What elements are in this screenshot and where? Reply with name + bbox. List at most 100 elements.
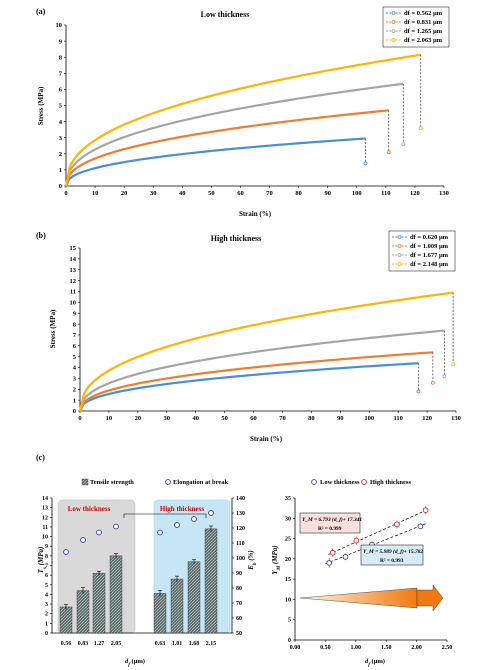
fit-box-low xyxy=(360,544,424,566)
data-point-0 xyxy=(417,523,424,530)
series-break-marker-2 xyxy=(442,374,447,379)
y-tick-label: 25 xyxy=(285,537,291,543)
panel-c-xlabel: df (μm) xyxy=(125,658,145,668)
x-tick-label: 30 xyxy=(164,415,171,422)
legend-label-0: df = 0.620 μm xyxy=(410,234,449,241)
legend-marker-3 xyxy=(391,38,396,42)
x-tick-label: 50 xyxy=(208,190,215,197)
elongation-point xyxy=(96,529,102,536)
left-tick-label: 8 xyxy=(45,554,48,560)
x-tick-label: 1.00 xyxy=(351,645,362,651)
gradient-triangle xyxy=(299,587,418,609)
panel-a-axes: 0 10 20 30 40 50 60 70 80 90 100 110 120 130 0 1 2 3 4 5 6 7 8… xyxy=(56,6,450,197)
panel-c-ylabel-right: Eb (%) xyxy=(247,550,258,570)
elongation-point xyxy=(63,549,69,555)
y-tick-label: 0 xyxy=(59,183,62,190)
right-tick-label: 140 xyxy=(236,496,245,502)
x-tick-label: 0.00 xyxy=(290,645,301,651)
x-tick-label: 2.00 xyxy=(411,645,422,651)
data-point-1 xyxy=(329,549,336,556)
legend-marker-0 xyxy=(397,235,402,239)
series-curve-2 xyxy=(64,82,404,187)
x-tick-label: 0.56 xyxy=(61,641,72,647)
fit-line-1 xyxy=(328,510,426,555)
x-tick-label: 70 xyxy=(266,190,273,197)
right-tick-label: 130 xyxy=(236,511,245,517)
left-tick-label: 2 xyxy=(45,612,48,618)
legend-marker-1 xyxy=(391,20,396,24)
x-tick-label: 90 xyxy=(324,190,331,197)
y-tick-label: 14 xyxy=(70,256,77,263)
panel-a-ylabel: Stress (MPa) xyxy=(37,86,45,125)
panel-b-axes: 0 10 20 30 40 50 60 70 80 90 100 110 120 130012345678… xyxy=(70,230,461,422)
x-tick-label: 60 xyxy=(250,415,257,422)
legend-label-1: df = 1.009 μm xyxy=(410,243,449,250)
right-tick-label: 100 xyxy=(236,556,245,562)
tensile-bar xyxy=(109,555,123,634)
panel-b-label: (b) xyxy=(36,231,46,240)
y-tick-label: 5 xyxy=(59,103,63,110)
data-point-1 xyxy=(394,521,400,528)
left-tick-label: 6 xyxy=(45,573,48,579)
y-tick-label: 6 xyxy=(59,87,63,94)
right-tick-label: 60 xyxy=(236,616,242,622)
left-tick-label: 12 xyxy=(42,515,48,521)
data-point-0 xyxy=(342,553,349,560)
panel-a-xlabel: Strain (%) xyxy=(239,210,272,218)
legend-eb-marker xyxy=(165,479,171,485)
y-tick-label: 6 xyxy=(73,343,77,350)
panel-b-xlabel: Strain (%) xyxy=(250,435,283,443)
series-break-marker-0 xyxy=(416,389,421,394)
y-tick-label: 10 xyxy=(56,22,63,29)
x-tick-label: 2.05 xyxy=(111,641,122,647)
y-tick-label: 20 xyxy=(285,557,291,563)
left-tick-label: 9 xyxy=(45,544,48,550)
series-break-marker-3 xyxy=(418,126,423,130)
panel-a-label: (a) xyxy=(36,7,46,16)
panel-c-label: (c) xyxy=(36,453,45,462)
x-tick-label: 0 xyxy=(64,190,67,197)
x-tick-label: 130 xyxy=(439,190,449,197)
x-tick-label: 120 xyxy=(422,415,432,422)
legend-label-2: df = 1.677 μm xyxy=(410,252,449,259)
left-tick-label: 11 xyxy=(42,525,48,531)
y-tick-label: 10 xyxy=(285,597,291,603)
panel-c-legend-eb: Elongation at break xyxy=(173,479,229,486)
series-curve-3 xyxy=(64,53,421,187)
y-tick-label: 15 xyxy=(70,245,77,252)
x-tick-label: 1.50 xyxy=(381,645,392,651)
panel-c-legend-ts: Tensile strength xyxy=(90,479,134,486)
panel-b-ylabel: Stress (MPa) xyxy=(49,309,57,348)
legend-marker-0 xyxy=(391,11,396,15)
left-tick-label: 7 xyxy=(45,564,48,570)
y-tick-label: 4 xyxy=(73,365,77,372)
panel-c-ylabel-left: Ts (MPa) xyxy=(37,547,48,574)
x-tick-label: 20 xyxy=(135,415,142,422)
x-tick-label: 40 xyxy=(179,190,186,197)
legend-label-3: df = 2.148 μm xyxy=(410,261,449,268)
y-tick-label: 8 xyxy=(59,54,63,61)
y-tick-label: 1 xyxy=(59,167,62,174)
y-tick-label: 7 xyxy=(73,332,77,339)
y-tick-label: 2 xyxy=(59,151,62,158)
fit-r2-high: R² = 0.999 xyxy=(318,526,342,532)
legend-label-3: df = 2.063 μm xyxy=(404,37,443,44)
y-tick-label: 5 xyxy=(73,354,77,361)
panel-b-title: High thickness xyxy=(211,234,261,243)
y-tick-label: 3 xyxy=(59,135,63,142)
elongation-point xyxy=(208,510,214,516)
y-tick-label: 4 xyxy=(59,119,63,126)
y-tick-label: 8 xyxy=(73,321,77,328)
series-curve-0 xyxy=(79,362,419,412)
data-point-0 xyxy=(326,560,333,566)
series-break-marker-1 xyxy=(430,380,435,385)
tensile-bar xyxy=(59,606,73,634)
left-tick-label: 10 xyxy=(42,535,48,541)
panel-d-legend-low: Low thickness xyxy=(320,479,360,486)
legend-ts-swatch xyxy=(81,478,89,486)
right-tick-label: 90 xyxy=(236,571,242,577)
y-tick-label: 30 xyxy=(285,516,291,522)
x-tick-label: 1.01 xyxy=(172,641,183,647)
y-tick-label: 13 xyxy=(70,267,77,274)
legend-high-marker xyxy=(361,479,367,485)
